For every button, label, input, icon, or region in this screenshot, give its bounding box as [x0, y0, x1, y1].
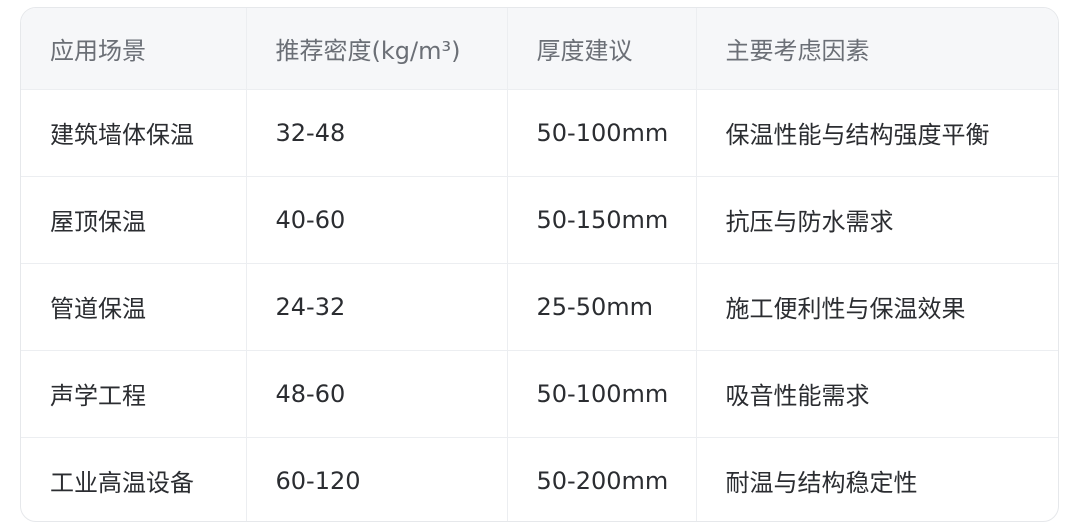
table-cell: 工业高温设备: [21, 437, 247, 521]
table-cell: 管道保温: [21, 263, 247, 351]
table-row: 建筑墙体保温 32-48 50-100mm 保温性能与结构强度平衡: [21, 89, 1058, 177]
table-cell: 建筑墙体保温: [21, 89, 247, 177]
table-cell: 保温性能与结构强度平衡: [696, 89, 1058, 177]
table-cell: 屋顶保温: [21, 176, 247, 264]
table-body: 建筑墙体保温 32-48 50-100mm 保温性能与结构强度平衡 屋顶保温 40-60 5…: [21, 89, 1058, 521]
header-row: 应用场景 推荐密度(kg/m³) 厚度建议 主要考虑因素: [21, 8, 1058, 90]
table-cell: 施工便利性与保温效果: [696, 263, 1058, 351]
table-row: 声学工程 48-60 50-100mm 吸音性能需求: [21, 350, 1058, 438]
table-cell: 50-100mm: [507, 89, 697, 177]
table-cell: 声学工程: [21, 350, 247, 438]
table-row: 屋顶保温 40-60 50-150mm 抗压与防水需求: [21, 176, 1058, 264]
table-cell: 48-60: [246, 350, 508, 438]
table-row: 管道保温 24-32 25-50mm 施工便利性与保温效果: [21, 263, 1058, 351]
table-cell: 50-150mm: [507, 176, 697, 264]
table-container: 应用场景 推荐密度(kg/m³) 厚度建议 主要考虑因素 建筑墙体保温 32-48 50-…: [20, 7, 1059, 522]
table-cell: 耐温与结构稳定性: [725, 469, 918, 498]
table-cell: 50-200mm: [507, 437, 697, 521]
header-cell: 主要考虑因素: [696, 8, 1058, 90]
table-cell: 40-60: [246, 176, 508, 264]
table-cell: 24-32: [246, 263, 508, 351]
table-row: 工业高温设备 60-120 50-200mm 耐温与结构稳定性: [21, 437, 1058, 521]
data-table: 应用场景 推荐密度(kg/m³) 厚度建议 主要考虑因素 建筑墙体保温 32-48 50-…: [21, 8, 1058, 521]
table-cell: 32-48: [246, 89, 508, 177]
table-cell: 吸音性能需求: [696, 350, 1058, 438]
header-cell: 应用场景: [21, 8, 247, 90]
table-cell: 抗压与防水需求: [696, 176, 1058, 264]
table-cell: 50-100mm: [507, 350, 697, 438]
header-cell: 厚度建议: [507, 8, 697, 90]
table-header: 应用场景 推荐密度(kg/m³) 厚度建议 主要考虑因素: [21, 8, 1058, 90]
table-cell: 60-120: [246, 437, 508, 521]
header-cell: 推荐密度(kg/m³): [246, 8, 508, 90]
table-cell: 25-50mm: [507, 263, 697, 351]
